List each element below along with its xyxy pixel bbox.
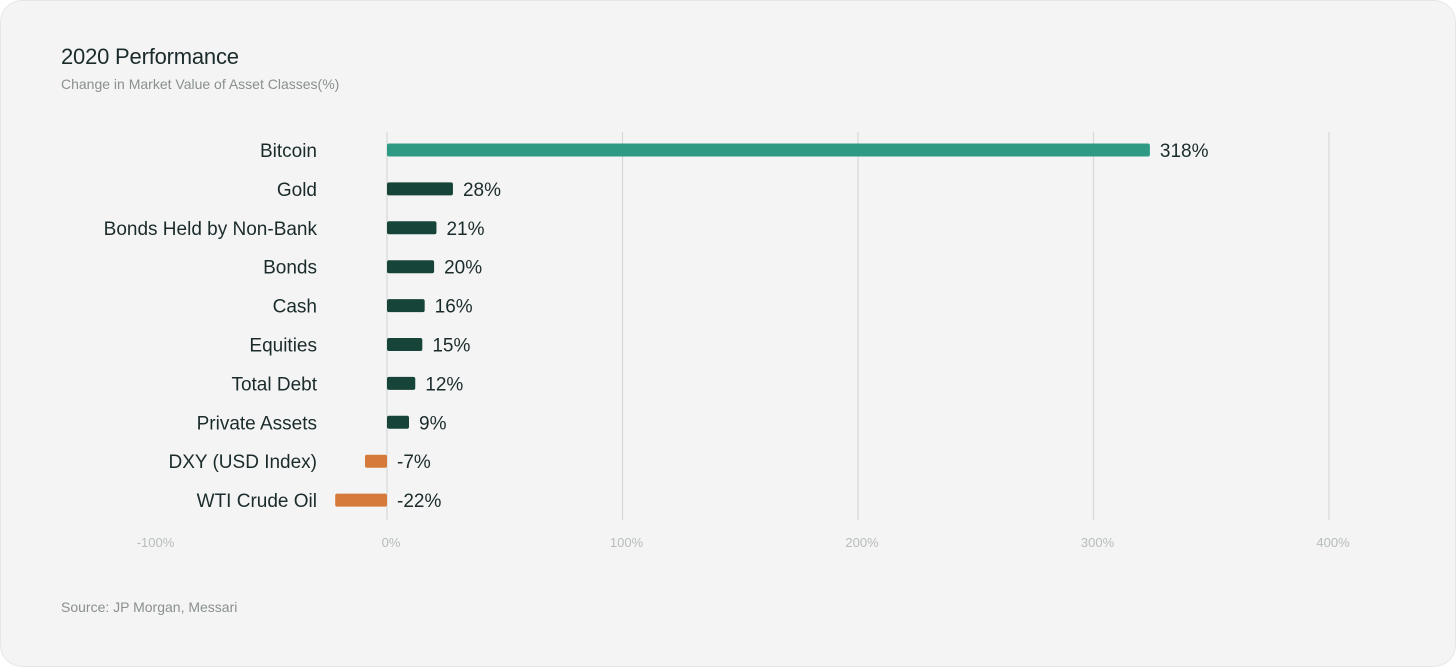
- bar: [387, 376, 416, 390]
- bar: [387, 260, 435, 274]
- value-label: 9%: [419, 413, 447, 434]
- chart-subtitle: Change in Market Value of Asset Classes(…: [61, 76, 340, 92]
- chart-title: 2020 Performance: [61, 44, 239, 69]
- category-labels: Bitcoin Gold Bonds Held by Non-Bank Bonds Ca…: [104, 141, 318, 512]
- category-label: Bonds Held by Non-Bank: [104, 219, 318, 240]
- value-label: 20%: [444, 258, 482, 279]
- x-tick-label: 300%: [1081, 535, 1115, 550]
- bar: [387, 338, 423, 351]
- value-label: 28%: [463, 180, 501, 201]
- x-tick-label: -100%: [137, 535, 175, 550]
- category-label: Bonds: [263, 258, 317, 279]
- category-label: Bitcoin: [260, 141, 317, 162]
- category-label: Private Assets: [197, 413, 317, 434]
- bar: [387, 143, 1150, 157]
- bars: [335, 143, 1150, 507]
- category-label: Equities: [249, 336, 317, 357]
- x-tick-label: 0%: [382, 535, 401, 550]
- category-label: Total Debt: [231, 374, 317, 395]
- bar: [387, 221, 437, 235]
- value-label: 318%: [1160, 141, 1209, 162]
- bar: [387, 299, 425, 313]
- category-label: DXY (USD Index): [168, 452, 317, 473]
- category-label: WTI Crude Oil: [197, 491, 317, 512]
- source-note: Source: JP Morgan, Messari: [61, 599, 238, 615]
- gridlines: [386, 132, 1330, 520]
- value-label: 21%: [446, 219, 484, 240]
- value-label: 15%: [432, 336, 470, 357]
- x-tick-label: 100%: [610, 535, 644, 550]
- value-label: 16%: [435, 297, 473, 318]
- value-label: -7%: [397, 452, 431, 473]
- bar: [365, 454, 387, 468]
- x-axis-ticks: -100% 0% 100% 200% 300% 400%: [137, 535, 1350, 550]
- bar: [387, 182, 453, 196]
- value-label: 12%: [425, 374, 463, 395]
- category-label: Gold: [277, 180, 317, 201]
- value-label: -22%: [397, 491, 441, 512]
- value-labels: 318% 28% 21% 20% 16% 15% 12% 9% -7% -22%: [397, 141, 1209, 512]
- category-label: Cash: [273, 297, 317, 318]
- bar: [387, 415, 409, 429]
- bar: [335, 493, 387, 507]
- x-tick-label: 200%: [845, 535, 879, 550]
- x-tick-label: 400%: [1316, 535, 1350, 550]
